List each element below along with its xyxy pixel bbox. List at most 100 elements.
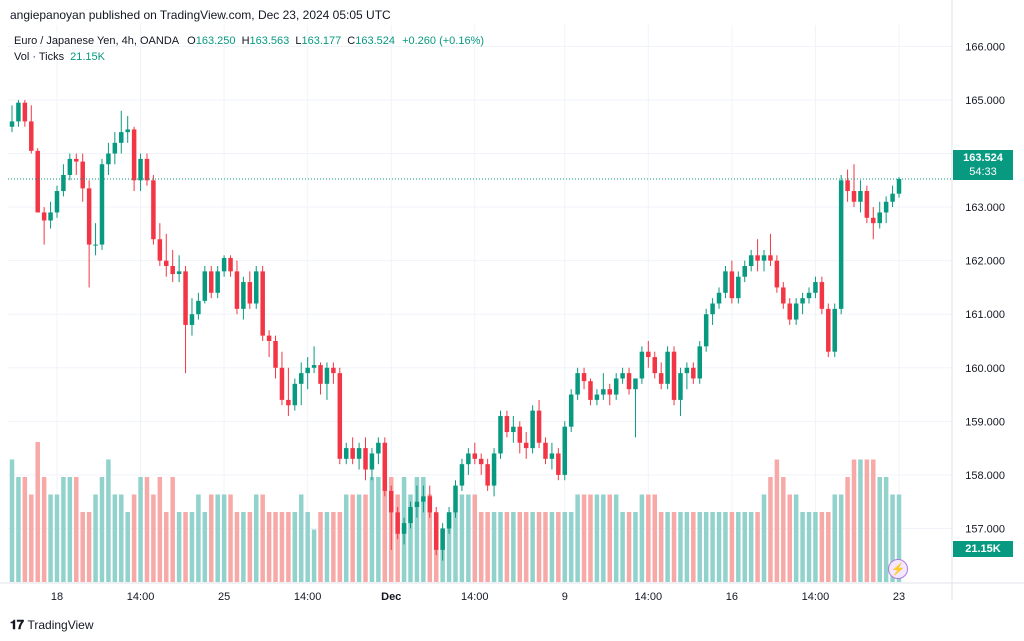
- volume-bar: [176, 512, 182, 582]
- candle: [755, 239, 760, 272]
- candle-body: [633, 378, 638, 390]
- candle: [41, 207, 47, 245]
- candle-body: [35, 150, 40, 213]
- candle-body: [228, 257, 233, 272]
- candle-body: [369, 453, 375, 470]
- candle-body: [125, 129, 130, 133]
- volume-bar: [517, 512, 523, 582]
- volume-bar: [298, 494, 304, 582]
- volume-bar: [523, 512, 529, 582]
- candle: [376, 437, 381, 465]
- candle-body: [658, 373, 664, 384]
- candle: [813, 276, 818, 299]
- volume-bar: [768, 477, 773, 582]
- volume-bar: [112, 494, 118, 582]
- candle: [388, 485, 394, 550]
- volume-row: Vol · Ticks 21.15K: [14, 49, 484, 65]
- candle-body: [401, 523, 407, 534]
- candle-body: [440, 528, 445, 550]
- candle: [189, 298, 195, 336]
- candle-body: [93, 244, 98, 246]
- candle: [318, 362, 323, 395]
- volume-bar: [723, 512, 728, 582]
- volume-bar: [639, 494, 645, 582]
- candle: [260, 266, 265, 341]
- candle-body: [382, 442, 388, 491]
- volume-bar: [266, 512, 272, 582]
- candle: [761, 249, 767, 272]
- volume-bar: [247, 512, 253, 582]
- volume-bar: [138, 477, 143, 582]
- volume-bar: [260, 494, 265, 582]
- volume-bar: [86, 512, 92, 582]
- candle: [851, 164, 857, 208]
- volume-bar: [556, 512, 561, 582]
- candle-body: [523, 442, 529, 449]
- volume-bar: [343, 494, 349, 582]
- candle-body: [202, 271, 208, 301]
- volume-bar: [588, 494, 593, 582]
- volume-bar: [530, 512, 535, 582]
- candle-body: [112, 142, 118, 154]
- candle: [343, 442, 349, 465]
- candle: [729, 260, 735, 304]
- volume-bar: [658, 512, 664, 582]
- volume-bar: [793, 494, 799, 582]
- candle: [742, 260, 747, 283]
- volume-bar: [787, 494, 792, 582]
- volume-bar: [221, 494, 227, 582]
- candle-body: [800, 298, 805, 304]
- candle-body: [22, 102, 28, 122]
- candle-body: [491, 453, 497, 486]
- time-axis: 18 14:00 25 14:00 Dec 14:00 9 14:00 16 14:00 23: [51, 591, 905, 603]
- candle-body: [678, 373, 683, 400]
- volume-bar: [806, 512, 812, 582]
- candle-body: [665, 351, 670, 384]
- volume-bar: [845, 477, 850, 582]
- candle-body: [343, 448, 349, 459]
- volume-bar: [241, 512, 246, 582]
- candle: [787, 298, 792, 325]
- volume-bar: [119, 494, 124, 582]
- candle-body: [736, 276, 741, 299]
- candle: [80, 153, 85, 202]
- candle: [890, 185, 895, 208]
- candle: [562, 421, 568, 481]
- candle: [549, 442, 555, 470]
- candle: [74, 153, 79, 175]
- time-tick-label: 9: [562, 591, 568, 603]
- volume-bar: [189, 512, 195, 582]
- volume-bar: [408, 494, 413, 582]
- candle-body: [414, 501, 420, 508]
- candle: [838, 174, 844, 315]
- volume-bar: [491, 512, 497, 582]
- volume-bar: [511, 512, 516, 582]
- candle-body: [761, 255, 767, 261]
- candle: [350, 437, 355, 465]
- volume-bar: [446, 512, 452, 582]
- volume-bar: [633, 512, 638, 582]
- candle: [459, 458, 465, 491]
- candle: [710, 298, 715, 325]
- candle: [536, 399, 542, 449]
- volume-bar: [710, 512, 715, 582]
- volume-bar: [543, 512, 548, 582]
- candle: [620, 367, 625, 384]
- candle-body: [279, 367, 285, 400]
- candle-body: [234, 271, 240, 309]
- candle-body: [453, 485, 458, 513]
- time-tick-label: 14:00: [635, 591, 663, 603]
- price-tick-label: 160.000: [965, 363, 1005, 375]
- candle-body: [485, 464, 490, 486]
- candle: [504, 410, 510, 438]
- candle-body: [356, 448, 362, 459]
- volume-bar: [478, 512, 484, 582]
- volume-value: 21.15K: [70, 51, 105, 63]
- candle: [298, 362, 304, 406]
- candle-body: [826, 308, 831, 352]
- lightning-icon[interactable]: ⚡: [888, 559, 908, 579]
- candle-body: [787, 303, 792, 320]
- volume-bar: [601, 494, 606, 582]
- volume-bar: [9, 459, 15, 582]
